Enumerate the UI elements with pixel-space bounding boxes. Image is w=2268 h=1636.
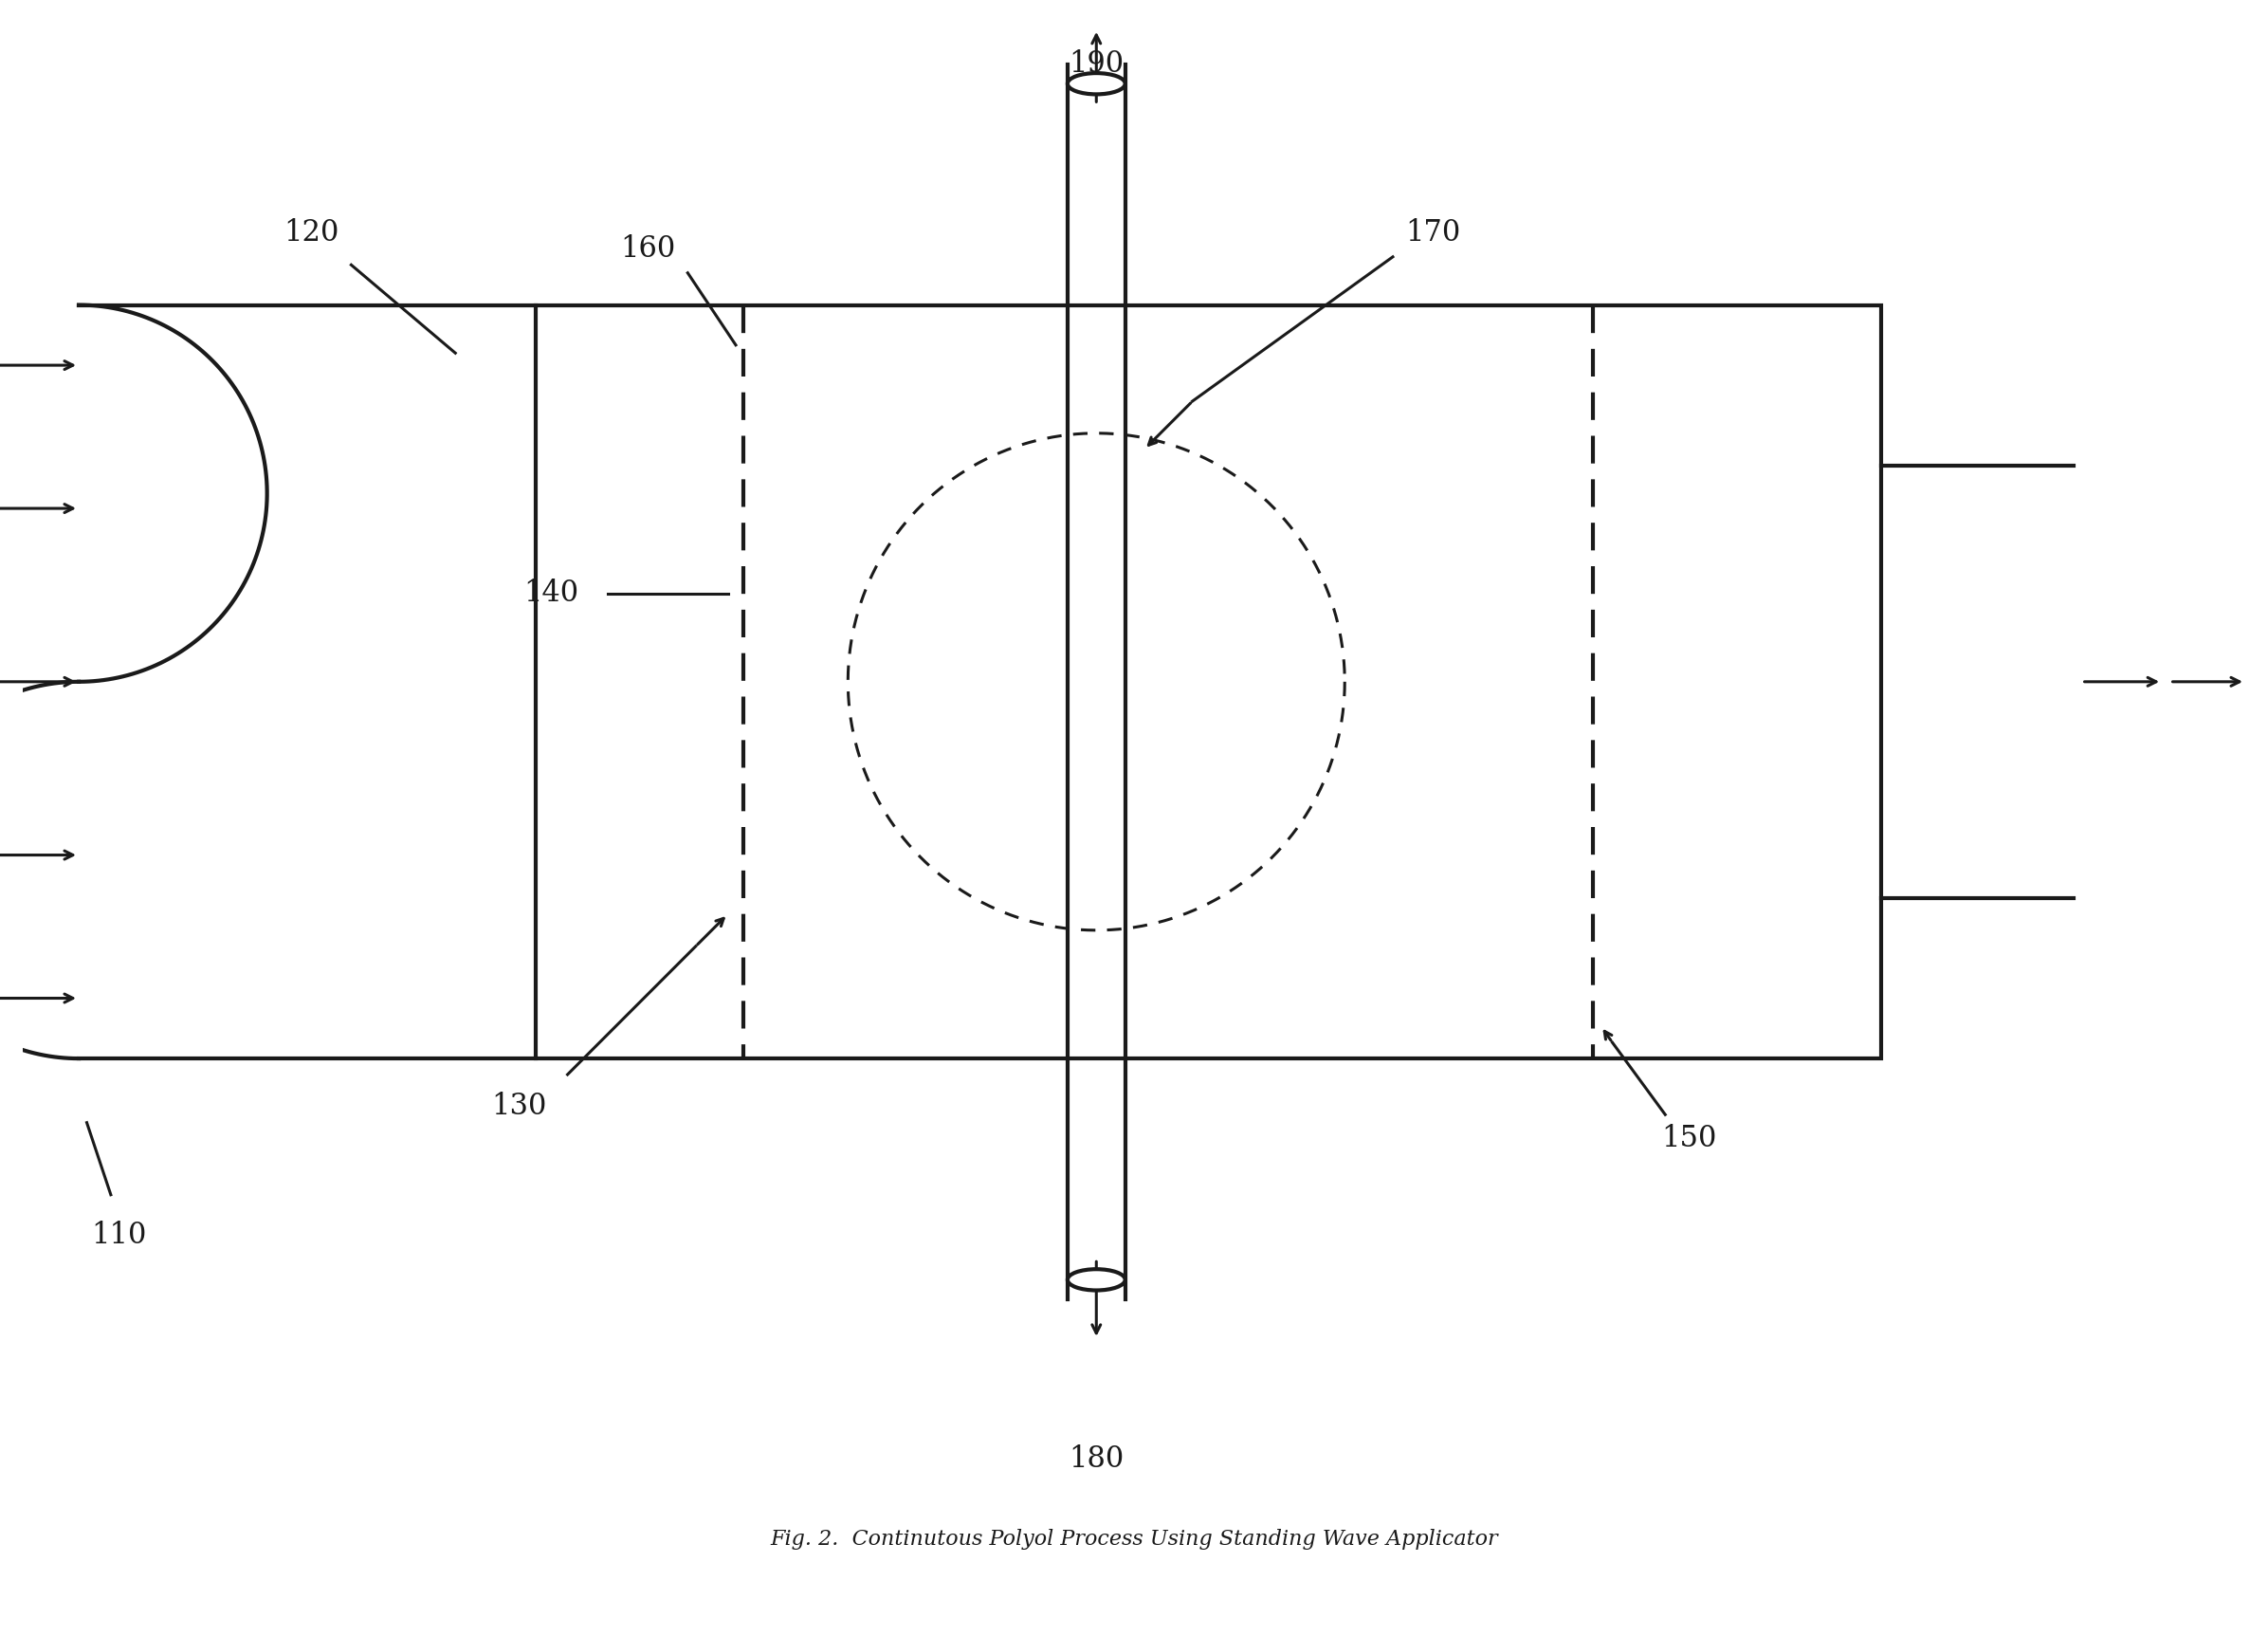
Text: 150: 150 [1662, 1124, 1717, 1153]
Ellipse shape [1068, 1270, 1125, 1291]
Ellipse shape [1068, 74, 1125, 95]
Text: 140: 140 [524, 579, 578, 609]
Text: Fig. 2.  Continutous Polyol Process Using Standing Wave Applicator: Fig. 2. Continutous Polyol Process Using… [771, 1530, 1497, 1549]
Text: 120: 120 [284, 218, 338, 247]
Text: 110: 110 [91, 1220, 147, 1250]
Text: 170: 170 [1406, 218, 1461, 247]
Text: 190: 190 [1068, 49, 1125, 79]
Bar [535, 304, 1882, 1058]
Text: 130: 130 [492, 1091, 547, 1121]
Text: 160: 160 [619, 234, 676, 263]
Text: 180: 180 [1068, 1445, 1125, 1474]
